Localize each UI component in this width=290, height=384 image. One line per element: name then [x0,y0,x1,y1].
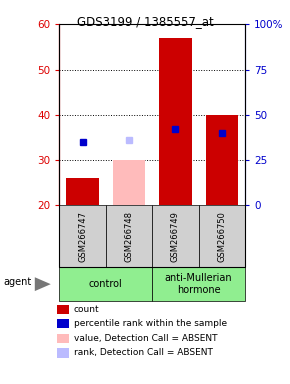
Text: anti-Mullerian
hormone: anti-Mullerian hormone [165,273,233,295]
Bar [159,38,192,296]
Text: GSM266747: GSM266747 [78,211,87,262]
Text: GSM266748: GSM266748 [124,211,134,262]
Text: rank, Detection Call = ABSENT: rank, Detection Call = ABSENT [74,348,213,358]
Text: percentile rank within the sample: percentile rank within the sample [74,319,227,328]
Text: GSM266749: GSM266749 [171,211,180,262]
Polygon shape [35,277,51,291]
Bar [66,178,99,296]
Bar [113,160,145,296]
Text: control: control [89,279,123,289]
Text: GSM266750: GSM266750 [217,211,226,262]
Text: GDS3199 / 1385557_at: GDS3199 / 1385557_at [77,15,213,28]
Text: count: count [74,305,99,314]
Text: value, Detection Call = ABSENT: value, Detection Call = ABSENT [74,334,218,343]
Text: agent: agent [3,277,31,287]
Bar [206,115,238,296]
